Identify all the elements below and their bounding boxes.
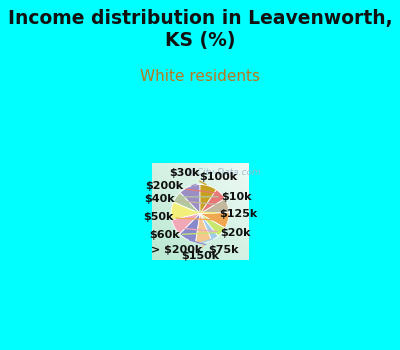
Wedge shape bbox=[173, 193, 200, 214]
Text: Income distribution in Leavenworth,
KS (%): Income distribution in Leavenworth, KS (… bbox=[8, 9, 392, 50]
Text: ◎ City-Data.com: ◎ City-Data.com bbox=[186, 168, 260, 177]
Text: $100k: $100k bbox=[192, 172, 237, 186]
Text: $40k: $40k bbox=[144, 195, 225, 205]
Text: $75k: $75k bbox=[190, 240, 239, 255]
Text: $200k: $200k bbox=[145, 181, 218, 193]
Wedge shape bbox=[200, 184, 216, 214]
Text: $60k: $60k bbox=[149, 230, 219, 240]
Text: $20k: $20k bbox=[178, 228, 250, 238]
Wedge shape bbox=[200, 212, 229, 228]
Text: $50k: $50k bbox=[143, 212, 225, 222]
Text: $30k: $30k bbox=[169, 168, 206, 184]
Wedge shape bbox=[200, 214, 225, 236]
Wedge shape bbox=[180, 214, 200, 242]
Text: $125k: $125k bbox=[174, 209, 257, 219]
Wedge shape bbox=[200, 214, 218, 240]
Text: $10k: $10k bbox=[179, 191, 252, 202]
Text: $150k: $150k bbox=[181, 245, 219, 261]
Wedge shape bbox=[200, 198, 229, 214]
Wedge shape bbox=[180, 184, 200, 214]
Wedge shape bbox=[200, 190, 225, 214]
Text: White residents: White residents bbox=[140, 69, 260, 84]
Wedge shape bbox=[172, 214, 200, 234]
Wedge shape bbox=[196, 214, 212, 243]
Text: > $200k: > $200k bbox=[151, 239, 212, 256]
Wedge shape bbox=[171, 202, 200, 220]
